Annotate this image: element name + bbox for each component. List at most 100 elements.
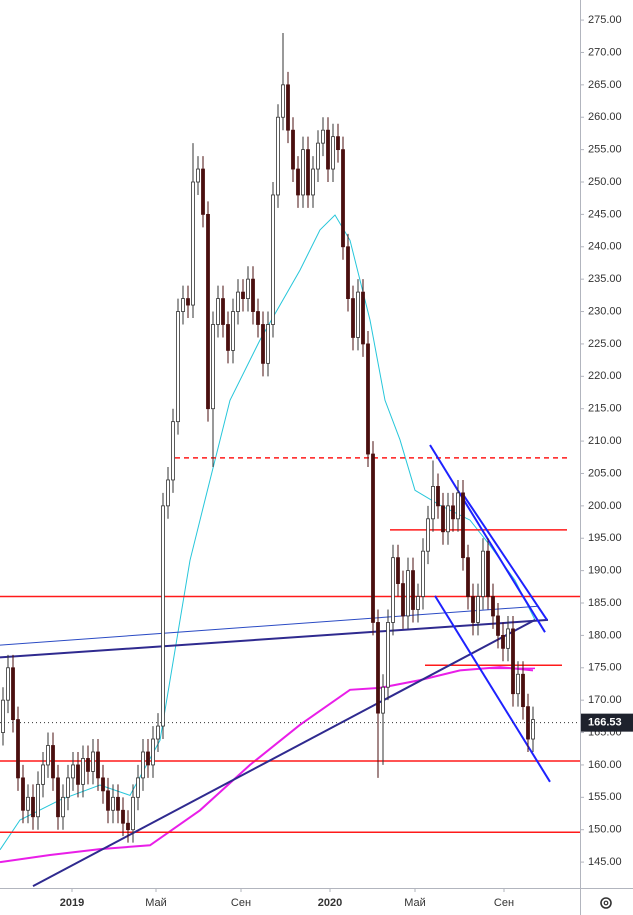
candle-body [451,505,455,520]
candle-body [166,479,170,507]
candle-body [366,343,370,455]
candle-body [331,136,335,170]
candle-body [71,764,75,779]
candle-body [321,129,325,144]
trend-line [0,618,549,659]
candle-body [491,596,495,617]
candle-body [361,291,365,345]
candle-body [226,324,230,351]
settings-icon[interactable] [600,897,612,909]
candle-body [206,213,210,410]
gear-ring[interactable] [600,897,612,909]
y-tick-label: 170.00 [588,694,622,706]
candle-body [256,311,260,325]
candle-body [101,777,105,792]
candle-body [441,505,445,533]
candle-body [41,764,45,785]
y-tick-label: 200.00 [588,500,622,512]
candle-body [371,453,375,623]
candle-body [36,783,40,818]
candle-body [291,129,295,170]
candle-body [171,421,175,481]
candle-body [156,725,160,740]
candle-body [326,129,330,170]
candle-body [456,492,460,520]
candle-body [126,822,130,831]
candle-body [21,777,25,811]
y-tick-label: 245.00 [588,208,622,220]
x-tick-label: Сен [231,897,251,909]
candle-body [521,673,525,708]
y-tick-label: 250.00 [588,176,622,188]
candle-body [461,492,465,559]
y-tick-label: 205.00 [588,467,622,479]
candle-body [481,550,485,597]
y-tick-label: 185.00 [588,597,622,609]
trend-line [0,605,539,646]
y-tick-label: 255.00 [588,144,622,156]
candle-body [66,777,70,798]
candle-body [181,298,185,312]
gear-center[interactable] [603,900,609,906]
moving-average [0,214,536,851]
x-tick-label: Сен [494,897,514,909]
candle-body [506,628,510,649]
candle-body [346,246,350,299]
y-tick-label: 230.00 [588,305,622,317]
candle-body [146,751,150,766]
y-tick-label: 160.00 [588,759,622,771]
candle-body [16,719,20,779]
candle-body [281,84,285,118]
candle-body [246,278,250,299]
candle-body [211,324,215,410]
candle-body [511,628,515,695]
candle-body [111,796,115,811]
candle-body [221,298,225,325]
candle-body [131,796,135,831]
candle-body [356,291,360,338]
trend-line [461,492,548,621]
candle-body [141,751,145,779]
moving-average [0,666,534,864]
candle-body [296,168,300,196]
plot [0,33,580,887]
candle-body [466,557,470,597]
candle-body [91,751,95,772]
y-tick-label: 155.00 [588,791,622,803]
candle-body [391,557,395,623]
candle-body [416,596,420,610]
trend-line [434,595,551,783]
y-tick-label: 180.00 [588,629,622,641]
candle-body [351,298,355,338]
candle-body [51,745,55,779]
y-tick-label: 210.00 [588,435,622,447]
candle-body [196,168,200,183]
candle-body [11,667,15,720]
candle-body [176,311,180,423]
x-tick-label: 2019 [60,897,84,909]
y-tick-label: 220.00 [588,370,622,382]
candle-body [86,758,90,772]
candle-body [501,634,505,649]
candle-body [121,809,125,824]
y-tick-label: 150.00 [588,824,622,836]
candle-body [261,324,265,364]
y-tick-label: 225.00 [588,338,622,350]
candle-body [116,796,120,811]
y-tick-label: 215.00 [588,403,622,415]
y-tick-label: 235.00 [588,273,622,285]
last-price-box [581,713,633,732]
candle-body [286,84,290,131]
candle-body [496,615,500,636]
y-tick-label: 195.00 [588,532,622,544]
y-tick-label: 270.00 [588,46,622,58]
x-tick-label: Май [145,897,167,909]
candle-body [106,790,110,811]
candle-body [266,324,270,364]
candle-body [336,136,340,151]
candle-body [191,181,195,306]
candle-body [306,149,310,196]
candle-body [201,168,205,215]
